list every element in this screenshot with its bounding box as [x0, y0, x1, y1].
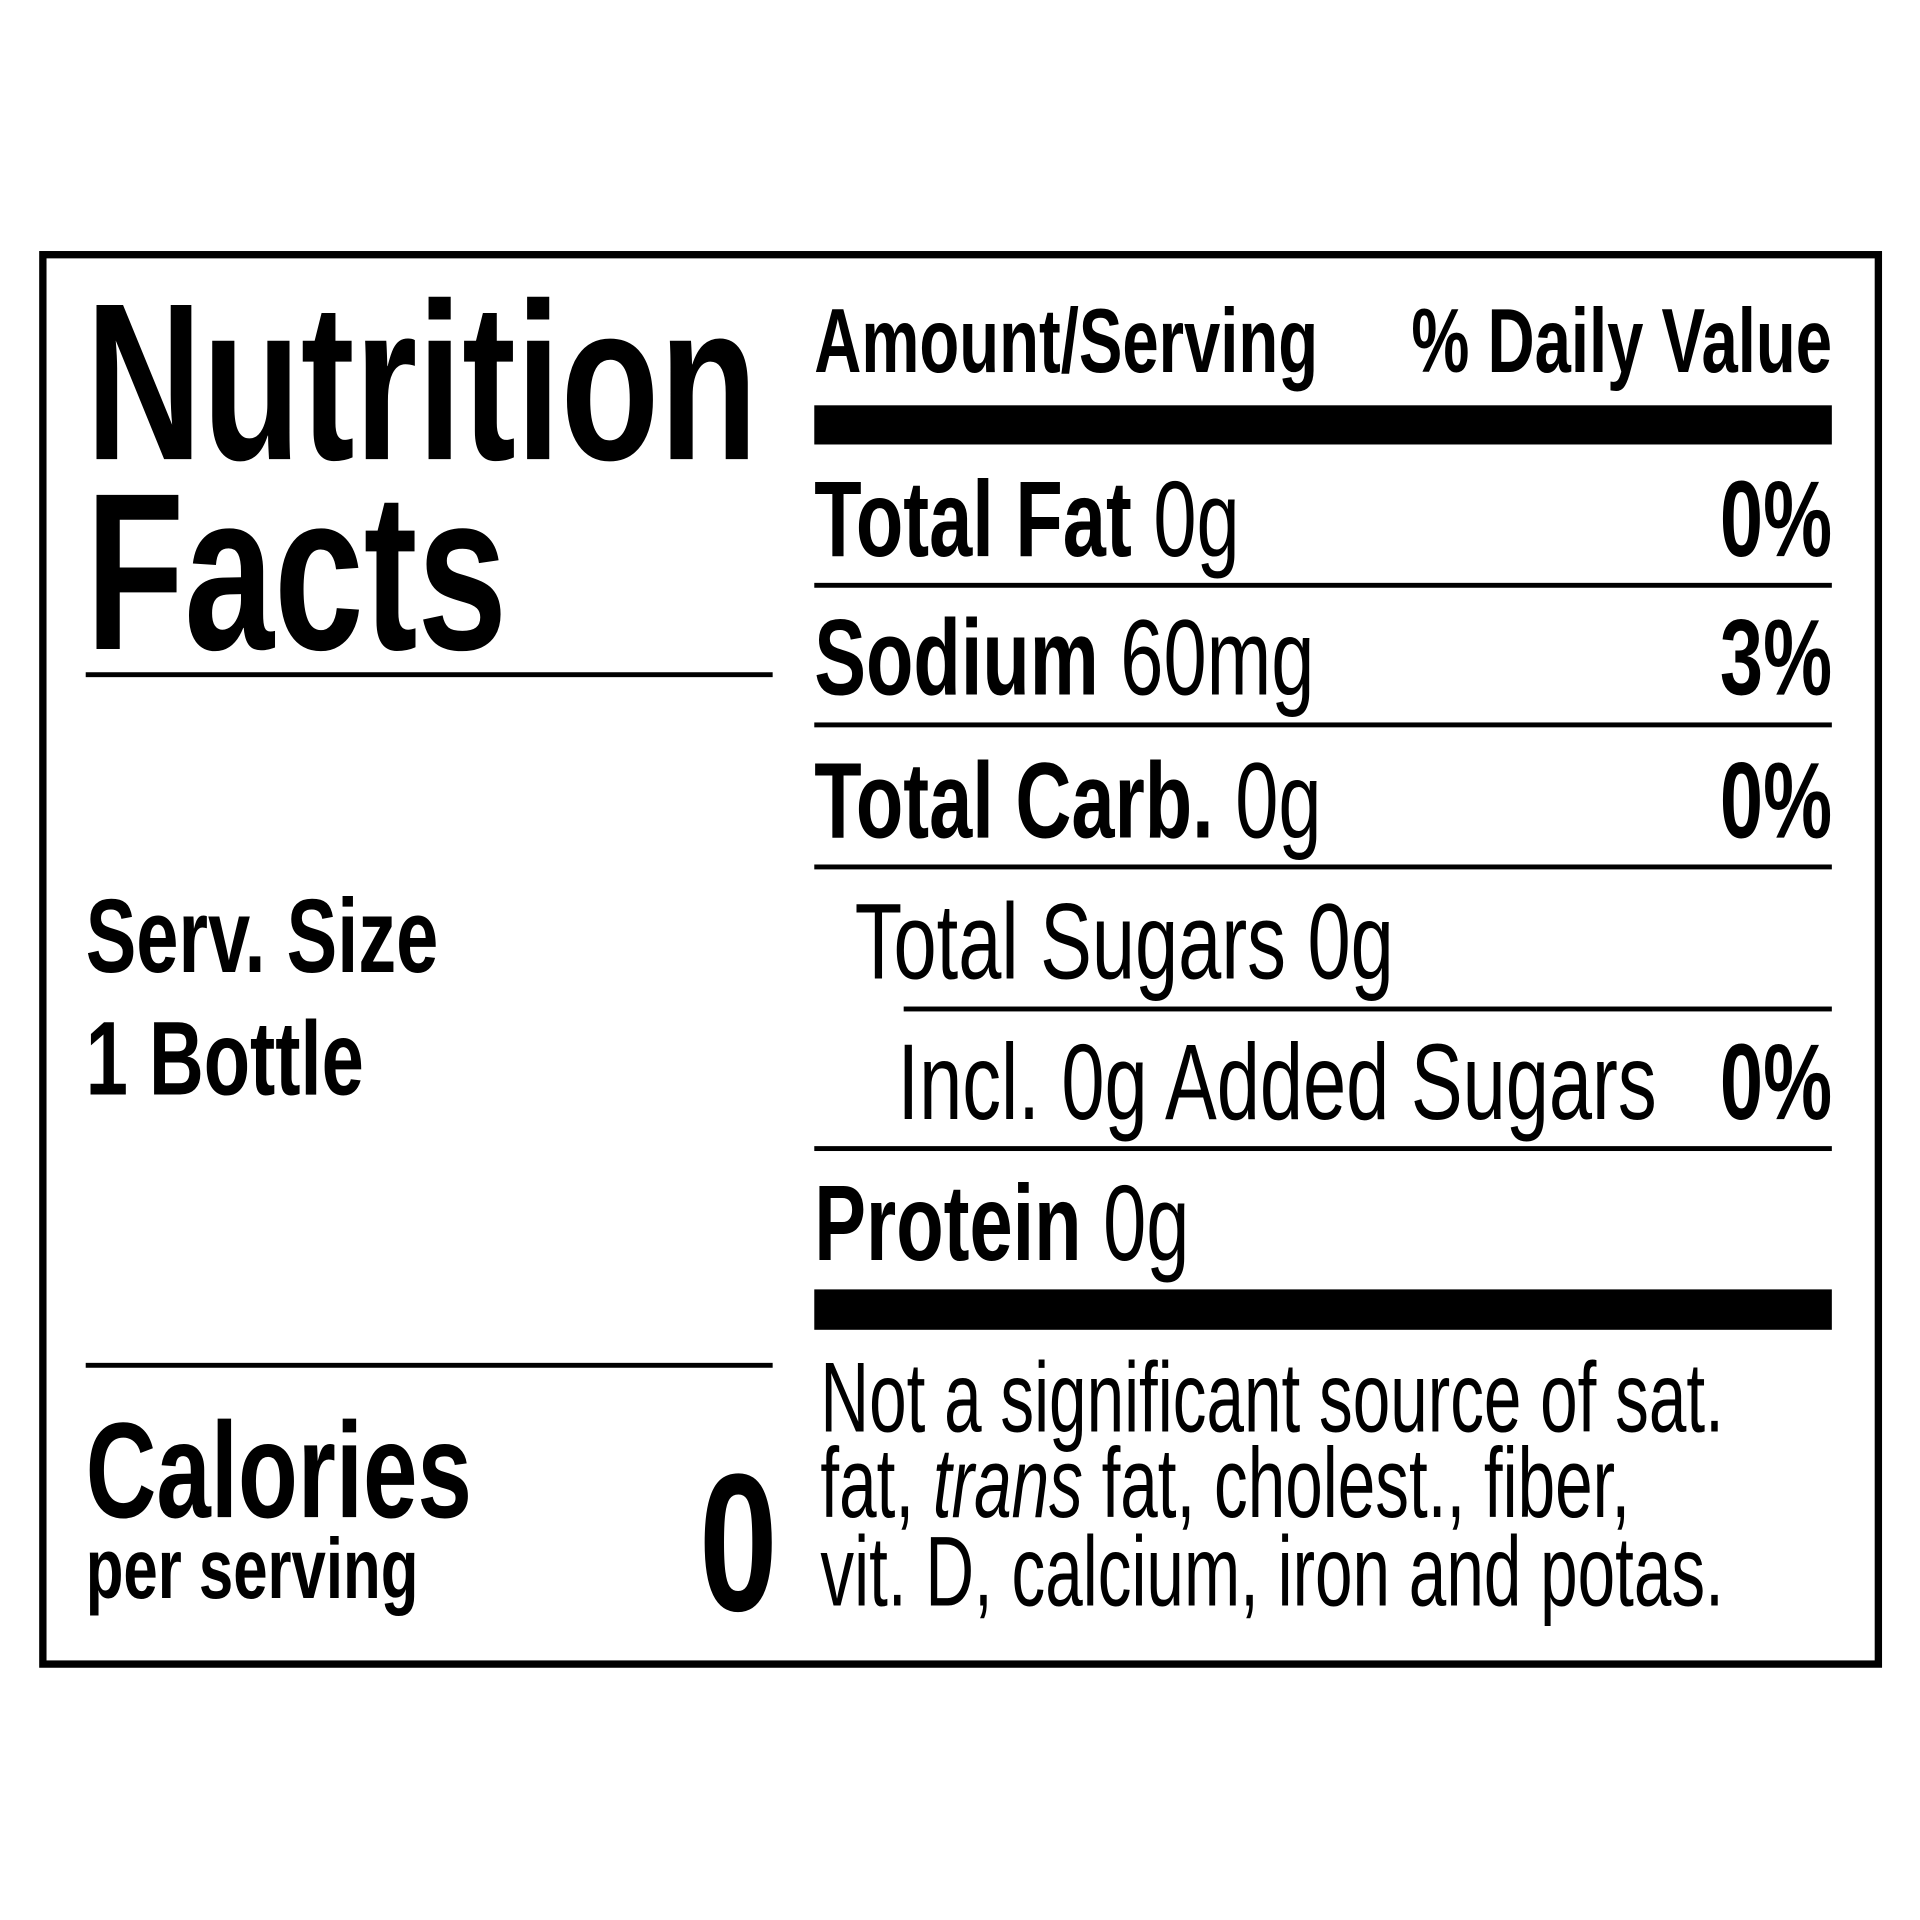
divider [814, 722, 1832, 728]
divider [814, 582, 1832, 588]
calories-value: 0 [699, 1432, 778, 1652]
nutrient-name: Total Carb. [814, 739, 1214, 861]
footnote-line-3: vit. D, calcium, iron and potas. [820, 1517, 1724, 1628]
calories-sublabel: per serving [85, 1520, 419, 1617]
nutrient-dv: 0% [1719, 1021, 1832, 1143]
nutrient-name: Sodium [814, 596, 1099, 718]
nutrient-name: Total Fat [814, 457, 1132, 580]
footnote-italic: trans [932, 1428, 1083, 1540]
nutrient-name: Protein [814, 1162, 1082, 1284]
nutrient-row-total-sugars: Total Sugars 0g [854, 880, 1394, 1002]
nutrient-row-added-sugars: Incl. 0g Added Sugars [897, 1021, 1657, 1143]
nutrient-row-protein: Protein 0g [814, 1169, 1189, 1277]
divider [814, 864, 1832, 870]
title-facts: Facts [85, 445, 508, 697]
divider [85, 672, 773, 678]
nutrient-dv: 0% [1719, 739, 1832, 861]
nutrient-dv: 0% [1719, 457, 1832, 580]
nutrient-amount: 0g [1235, 739, 1322, 861]
nutrient-amount: 60mg [1120, 596, 1315, 718]
footnote-text: fat, [820, 1428, 933, 1540]
nutrient-dv: 3% [1719, 596, 1832, 718]
divider [814, 1146, 1832, 1152]
nutrient-amount: 0g [1103, 1162, 1190, 1284]
calories-label: Calories [85, 1394, 472, 1547]
serving-size-label: Serv. Size [85, 877, 439, 996]
thick-bar [814, 405, 1832, 445]
footnote-line-2: fat, trans fat, cholest., fiber, [820, 1434, 1630, 1534]
serving-size-value: 1 Bottle [85, 1000, 364, 1118]
thick-bar [814, 1289, 1832, 1330]
label-border [39, 251, 1883, 1668]
nutrient-row-total-fat: Total Fat 0g [814, 465, 1239, 573]
footnote-line-1: Not a significant source of sat. [820, 1343, 1724, 1454]
divider [903, 1006, 1832, 1012]
header-amount: Amount/Serving [814, 290, 1319, 392]
divider [85, 1362, 773, 1368]
title-nutrition: Nutrition [85, 255, 758, 507]
header-daily-value: % Daily Value [1411, 290, 1832, 392]
nutrient-row-total-carb: Total Carb. 0g [814, 746, 1321, 855]
nutrient-row-sodium: Sodium 60mg [814, 603, 1314, 712]
nutrient-amount: 0g [1153, 457, 1240, 580]
footnote-text: fat, cholest., fiber, [1082, 1428, 1631, 1540]
